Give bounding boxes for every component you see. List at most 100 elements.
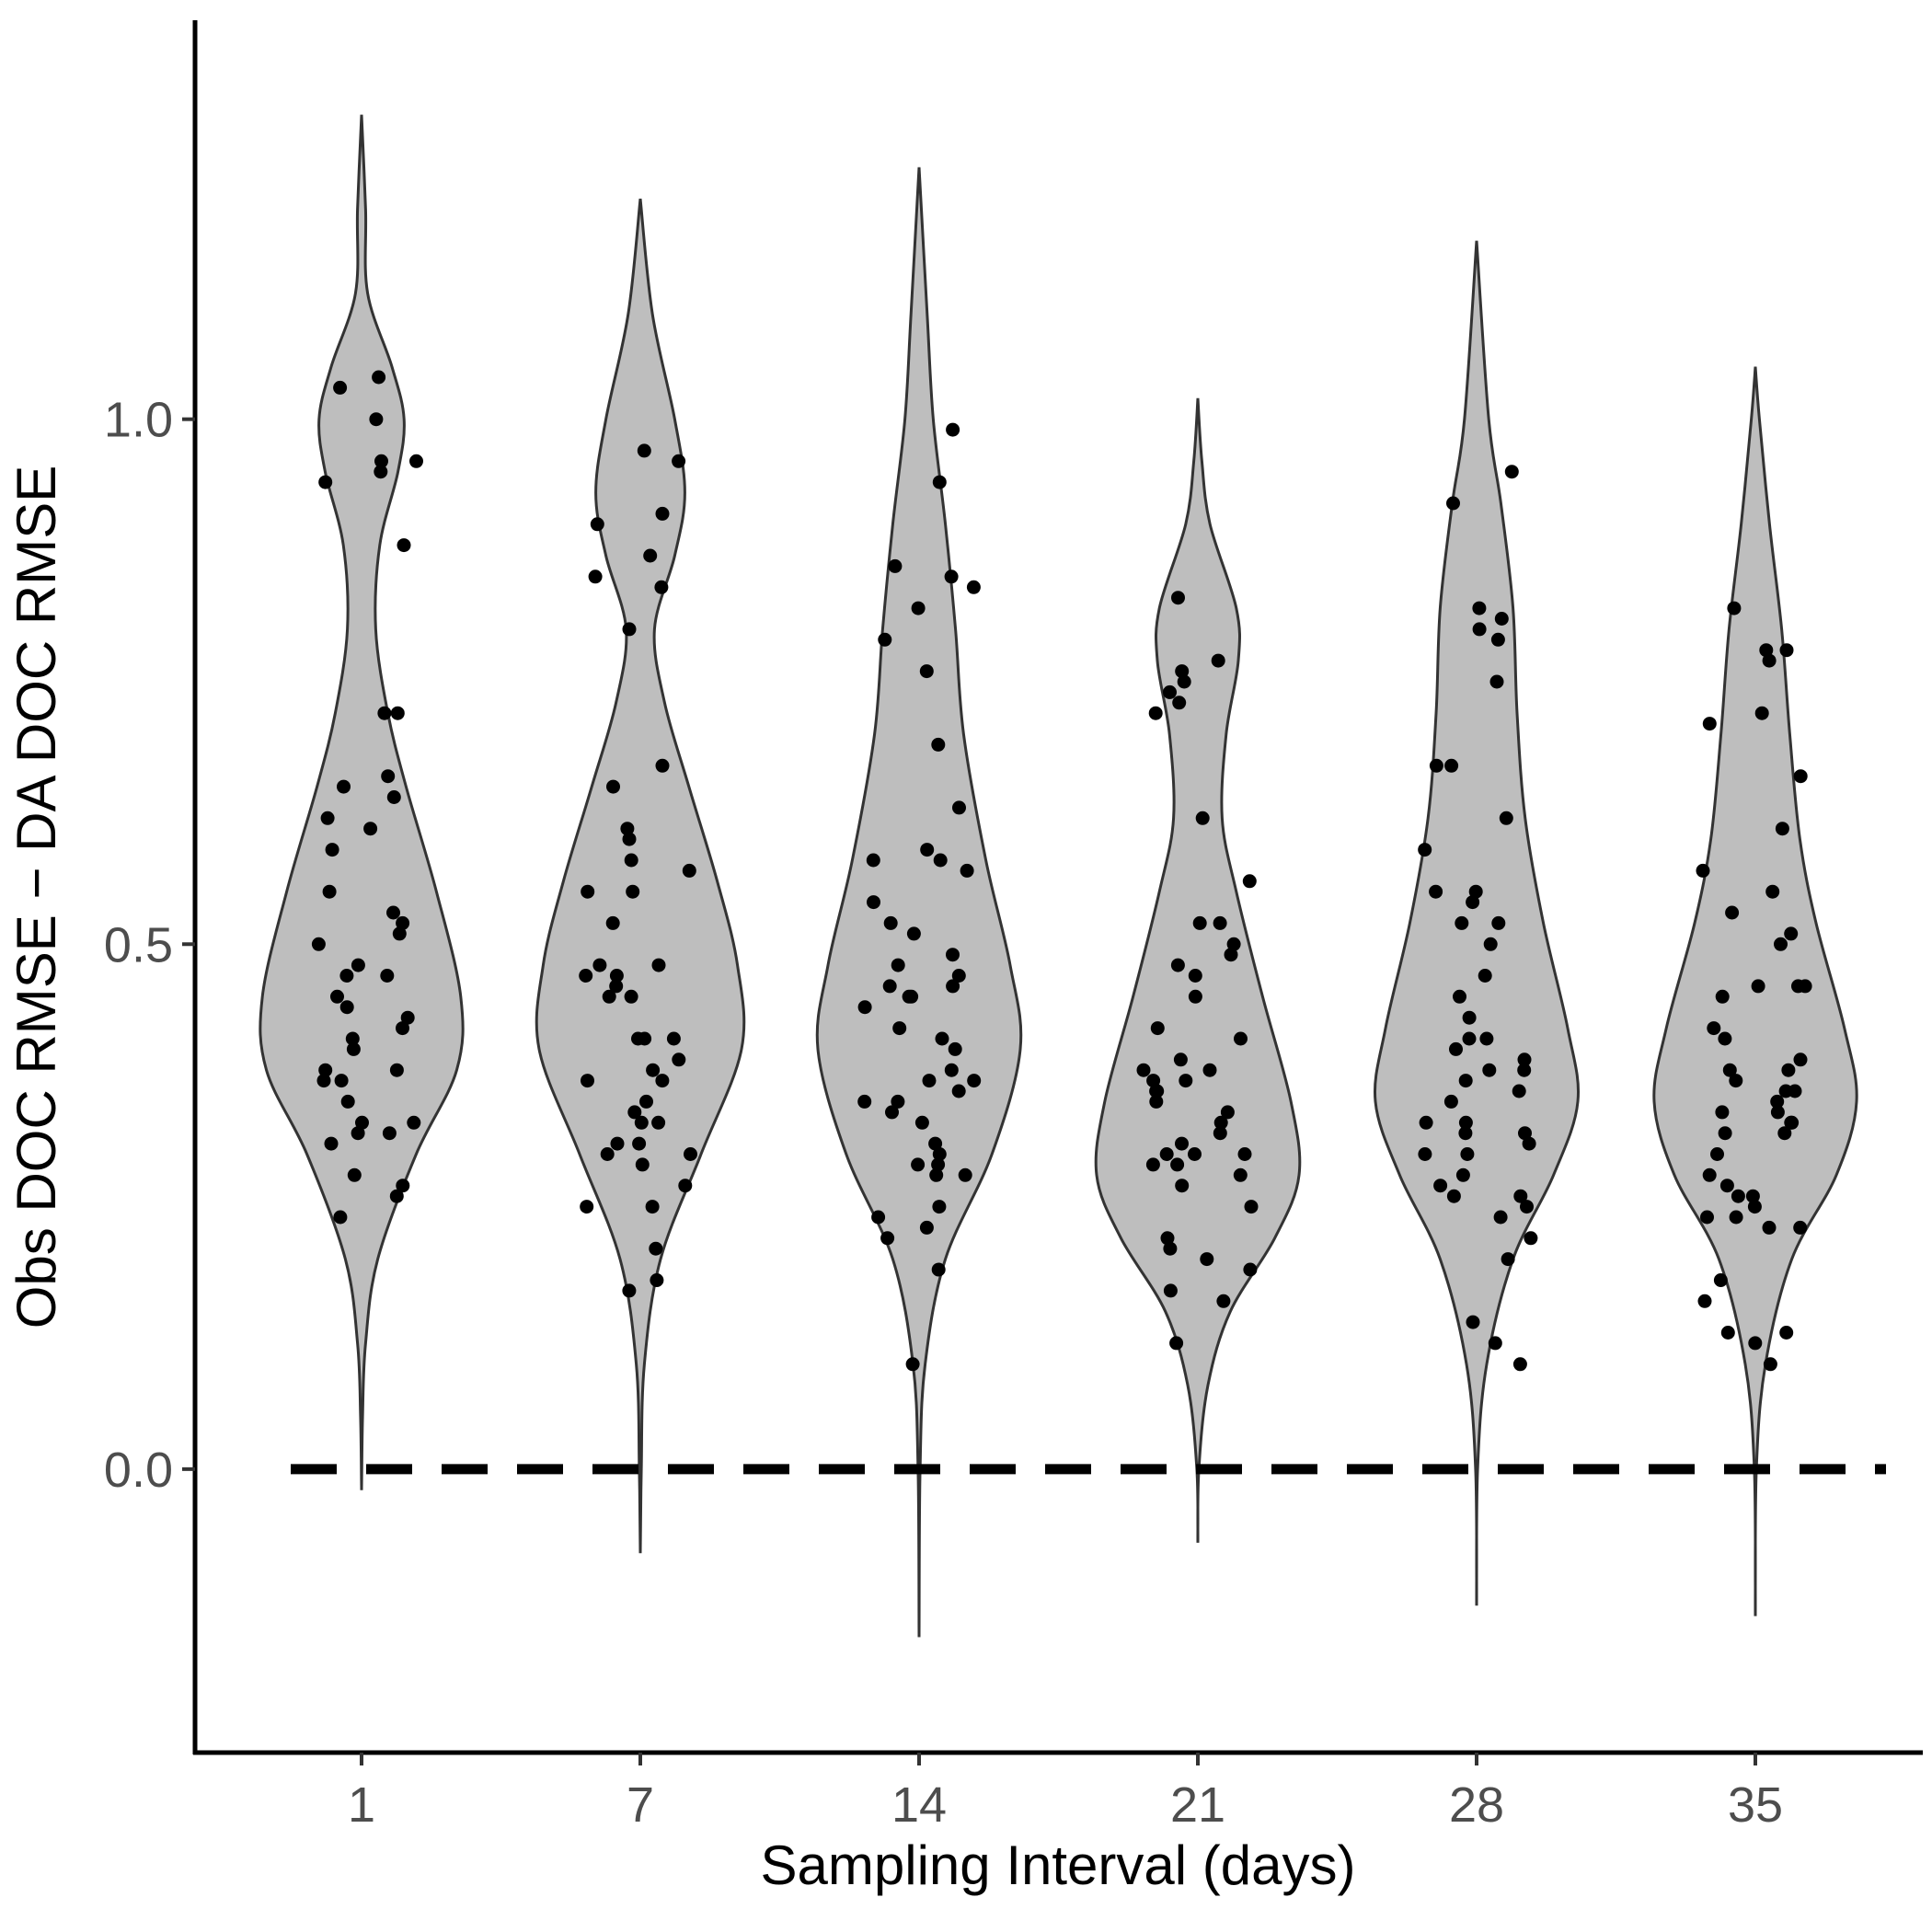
data-point-35	[1762, 1220, 1777, 1235]
data-point-14	[931, 1157, 946, 1172]
data-point-35	[1729, 1210, 1743, 1225]
data-point-21	[1188, 969, 1202, 983]
data-point-28	[1513, 1189, 1528, 1203]
data-point-7	[580, 1200, 594, 1214]
data-point-28	[1419, 1115, 1433, 1130]
data-point-1	[369, 412, 384, 427]
data-point-14	[871, 1210, 886, 1225]
data-point-14	[951, 1084, 966, 1098]
data-point-14	[931, 1262, 946, 1277]
data-point-14	[946, 422, 960, 437]
data-point-14	[958, 1167, 972, 1182]
data-point-28	[1479, 1031, 1494, 1046]
data-point-7	[634, 1115, 649, 1130]
data-point-7	[620, 822, 635, 836]
y-tick-label: 0.0	[104, 1443, 173, 1498]
data-point-21	[1216, 1294, 1231, 1308]
data-point-7	[579, 969, 593, 983]
data-point-14	[904, 989, 919, 1004]
data-point-35	[1751, 979, 1765, 994]
data-point-7	[609, 979, 624, 994]
data-point-1	[381, 769, 396, 784]
data-point-28	[1462, 1031, 1477, 1046]
data-point-35	[1748, 1336, 1763, 1351]
data-point-28	[1429, 758, 1443, 773]
data-point-21	[1242, 874, 1257, 889]
data-point-28	[1472, 622, 1487, 637]
data-point-1	[351, 1126, 365, 1141]
data-point-28	[1455, 1167, 1470, 1182]
data-point-28	[1483, 937, 1498, 951]
data-point-35	[1696, 863, 1710, 878]
data-point-28	[1449, 1041, 1463, 1056]
data-point-14	[929, 1167, 944, 1182]
data-point-14	[882, 979, 897, 994]
data-point-35	[1759, 643, 1774, 658]
data-point-35	[1765, 884, 1780, 899]
data-point-14	[883, 915, 898, 930]
data-point-14	[932, 475, 947, 489]
data-point-14	[966, 580, 981, 594]
data-point-7	[602, 989, 616, 1004]
data-point-1	[330, 989, 344, 1004]
data-point-35	[1779, 643, 1794, 658]
data-point-21	[1146, 1074, 1161, 1088]
data-point-35	[1777, 1126, 1792, 1141]
data-point-28	[1522, 1136, 1536, 1151]
x-tick-label: 35	[1728, 1777, 1783, 1833]
data-point-21	[1169, 1336, 1184, 1351]
data-point-21	[1173, 1052, 1188, 1067]
violin-7	[535, 198, 746, 1554]
axes-layer: 0.0 0.5 1.0 1 7 14 21 28 35	[104, 20, 1923, 1833]
data-point-1	[318, 475, 333, 489]
data-point-14	[933, 853, 948, 868]
data-point-28	[1466, 895, 1480, 910]
data-point-7	[592, 958, 607, 972]
data-point-28	[1443, 1094, 1458, 1109]
data-point-7	[624, 853, 638, 868]
data-point-35	[1784, 1115, 1799, 1130]
data-point-21	[1200, 1252, 1214, 1267]
violin-14	[815, 167, 1023, 1638]
data-point-35	[1700, 1210, 1714, 1225]
data-point-35	[1770, 1105, 1785, 1120]
data-point-7	[581, 1074, 594, 1088]
data-point-35	[1720, 1326, 1735, 1340]
data-point-35	[1729, 1074, 1743, 1088]
data-point-14	[928, 1136, 943, 1151]
data-point-7	[643, 548, 658, 563]
data-point-1	[340, 1094, 355, 1109]
data-point-1	[392, 926, 407, 941]
data-point-28	[1466, 1315, 1480, 1329]
data-point-7	[639, 1094, 653, 1109]
data-point-28	[1453, 989, 1466, 1004]
data-point-28	[1489, 674, 1504, 689]
data-point-7	[622, 832, 637, 846]
data-point-14	[891, 1094, 905, 1109]
data-point-21	[1213, 1126, 1227, 1141]
data-point-7	[600, 1147, 615, 1161]
data-point-21	[1175, 664, 1190, 679]
data-point-7	[649, 1241, 663, 1256]
data-point-14	[931, 737, 946, 752]
data-point-1	[380, 969, 395, 983]
violins-layer	[259, 114, 1858, 1638]
data-point-14	[867, 895, 880, 910]
violin-1	[259, 114, 465, 1490]
data-point-1	[390, 706, 405, 720]
data-point-28	[1504, 465, 1519, 479]
data-point-1	[316, 1074, 331, 1088]
data-point-35	[1702, 1167, 1717, 1182]
data-point-7	[646, 1063, 661, 1077]
data-point-21	[1237, 1147, 1252, 1161]
data-point-21	[1202, 1063, 1217, 1077]
data-point-21	[1179, 1074, 1193, 1088]
data-point-28	[1491, 915, 1506, 930]
data-point-7	[650, 1273, 664, 1287]
data-point-28	[1468, 884, 1483, 899]
data-point-14	[911, 1157, 926, 1172]
data-point-7	[635, 1157, 650, 1172]
data-point-21	[1150, 1021, 1165, 1036]
data-point-1	[372, 370, 386, 385]
data-point-21	[1192, 915, 1207, 930]
